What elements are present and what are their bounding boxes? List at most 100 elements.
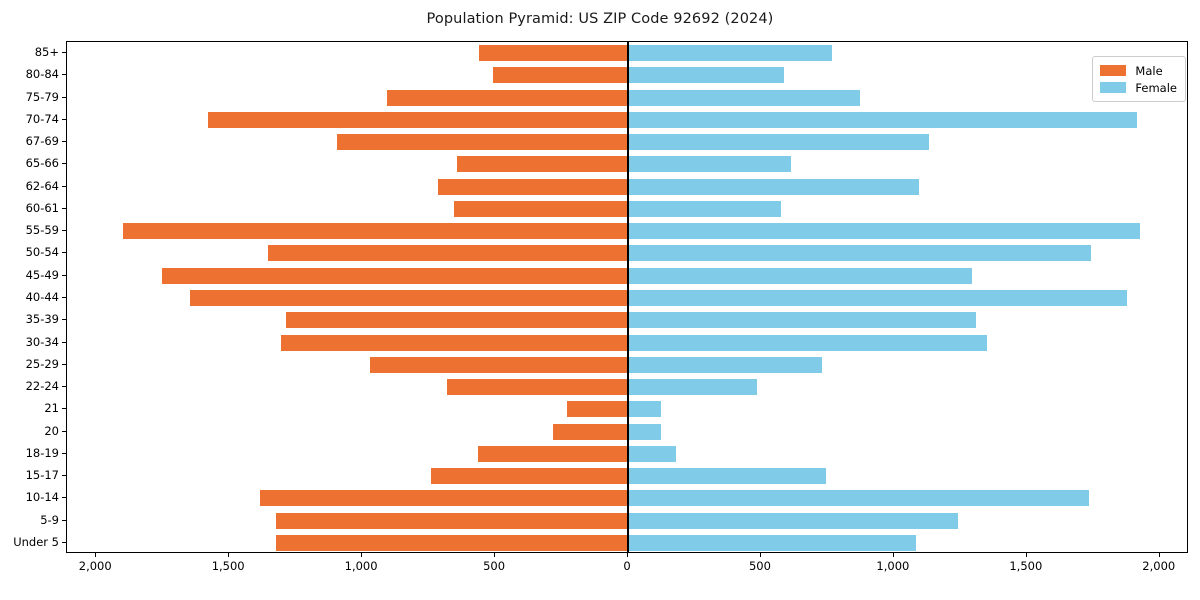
legend-entry-male[interactable]: Male <box>1100 62 1177 79</box>
x-tick-label: 1,500 <box>211 559 245 573</box>
bar-male-62-64 <box>437 178 628 195</box>
y-tick-mark <box>62 52 66 54</box>
y-tick-mark <box>62 274 66 276</box>
bar-male-30-34 <box>281 334 628 351</box>
bar-row <box>67 334 1187 351</box>
bar-female-85- <box>628 45 833 62</box>
legend-swatch-male <box>1100 65 1127 76</box>
y-tick-mark <box>62 408 66 410</box>
bar-female-22-24 <box>628 379 758 396</box>
bar-male-45-49 <box>161 267 628 284</box>
chart-legend: Male Female <box>1092 56 1186 102</box>
y-tick-mark <box>62 163 66 165</box>
y-tick-mark <box>62 96 66 98</box>
y-tick-mark <box>62 297 66 298</box>
bar-male-15-17 <box>430 468 628 485</box>
plot-area <box>66 41 1188 553</box>
bars-layer <box>67 42 1187 552</box>
y-tick-mark <box>62 74 66 76</box>
legend-swatch-female <box>1100 82 1127 93</box>
y-tick-label: 20 <box>44 423 59 438</box>
bar-male-22-24 <box>447 379 628 396</box>
bar-female-45-49 <box>628 267 973 284</box>
bar-male-21 <box>566 401 628 418</box>
y-tick-mark <box>62 363 66 365</box>
bar-male-65-66 <box>456 156 628 173</box>
bar-male-under-5 <box>275 534 628 551</box>
bar-male-50-54 <box>267 245 628 262</box>
bar-row <box>67 245 1187 262</box>
x-tick-label: 1,000 <box>876 559 910 573</box>
bar-row <box>67 156 1187 173</box>
y-tick-label: 75-79 <box>25 89 59 104</box>
y-tick-label: 50-54 <box>25 245 59 260</box>
y-tick-label: 65-66 <box>25 156 59 171</box>
y-tick-label: 21 <box>44 401 59 416</box>
bar-female-21 <box>628 401 661 418</box>
y-tick-label: 62-64 <box>25 178 59 193</box>
bar-row <box>67 423 1187 440</box>
bar-male-10-14 <box>259 490 628 507</box>
bar-male-20 <box>552 423 628 440</box>
bar-female-under-5 <box>628 534 917 551</box>
y-tick-label: 22-24 <box>25 379 59 394</box>
bar-row <box>67 45 1187 62</box>
bar-row <box>67 312 1187 329</box>
y-tick-label: 30-34 <box>25 334 59 349</box>
x-tick-label: 0 <box>623 559 631 573</box>
y-tick-label: 35-39 <box>25 312 59 327</box>
bar-row <box>67 490 1187 507</box>
zero-axis-line <box>627 42 629 552</box>
y-tick-mark <box>62 452 66 454</box>
y-tick-mark <box>62 430 66 432</box>
y-tick-mark <box>62 252 66 254</box>
y-tick-label: 80-84 <box>25 67 59 82</box>
bar-row <box>67 379 1187 396</box>
bar-row <box>67 401 1187 418</box>
bar-female-75-79 <box>628 89 860 106</box>
bar-female-67-69 <box>628 134 930 151</box>
y-tick-mark <box>62 118 66 120</box>
y-tick-label: 10-14 <box>25 490 59 505</box>
y-tick-label: 18-19 <box>25 445 59 460</box>
y-tick-mark <box>62 497 66 499</box>
x-tick-mark <box>892 553 894 557</box>
y-tick-label: 5-9 <box>40 512 59 527</box>
bar-row <box>67 111 1187 128</box>
y-tick-mark <box>62 207 66 209</box>
bar-male-80-84 <box>492 67 628 84</box>
bar-female-62-64 <box>628 178 920 195</box>
chart-title: Population Pyramid: US ZIP Code 92692 (2… <box>426 11 774 27</box>
legend-label-female: Female <box>1135 80 1177 95</box>
bar-female-35-39 <box>628 312 977 329</box>
x-tick-mark <box>361 553 363 557</box>
x-tick-label: 500 <box>748 559 771 573</box>
y-tick-label: 15-17 <box>25 468 59 483</box>
bar-row <box>67 200 1187 217</box>
x-tick-mark <box>228 553 230 557</box>
y-tick-label: 70-74 <box>25 111 59 126</box>
y-tick-label: 67-69 <box>25 134 59 149</box>
x-tick-mark <box>494 553 496 557</box>
bar-female-25-29 <box>628 356 822 373</box>
bar-female-50-54 <box>628 245 1091 262</box>
y-tick-label: 25-29 <box>25 356 59 371</box>
bar-male-60-61 <box>453 200 628 217</box>
bar-female-5-9 <box>628 512 959 529</box>
bar-row <box>67 89 1187 106</box>
bar-female-55-59 <box>628 223 1140 240</box>
bar-female-70-74 <box>628 111 1138 128</box>
bar-row <box>67 267 1187 284</box>
x-tick-mark <box>95 553 97 557</box>
y-tick-label: 40-44 <box>25 290 59 304</box>
legend-label-male: Male <box>1135 63 1163 78</box>
y-tick-label: 60-61 <box>25 200 59 215</box>
bar-male-18-19 <box>477 445 628 462</box>
y-tick-label: Under 5 <box>13 534 59 549</box>
y-tick-mark <box>62 541 66 543</box>
bar-row <box>67 356 1187 373</box>
y-tick-mark <box>62 185 66 187</box>
bar-female-40-44 <box>628 289 1127 306</box>
legend-entry-female[interactable]: Female <box>1100 79 1177 96</box>
